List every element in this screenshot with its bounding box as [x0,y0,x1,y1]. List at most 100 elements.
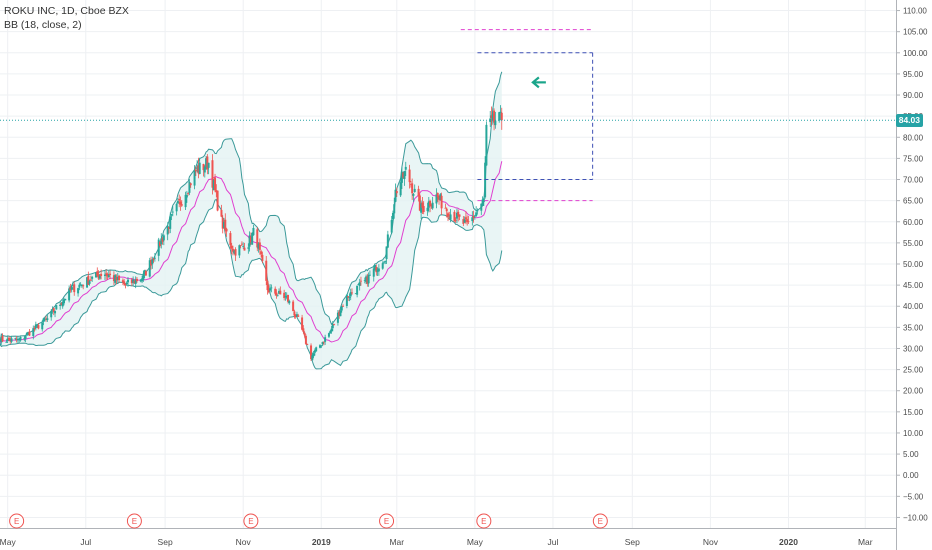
candle [449,208,452,223]
candle [339,308,342,317]
candle [109,270,112,280]
candle [499,105,502,120]
candle [366,273,369,287]
candle-body [133,280,136,284]
candle [306,343,309,345]
candle-body [313,350,316,353]
candle-body [205,158,208,169]
candle-body [116,277,119,280]
candle-body [454,219,457,221]
candle-body [409,184,412,186]
candle [169,212,172,234]
candle-body [34,324,37,329]
candle [292,299,295,312]
candle [239,245,242,249]
candle [106,272,109,280]
earnings-marker[interactable]: E [126,513,142,529]
candle [64,298,67,301]
candle [37,322,40,330]
candle [294,314,297,319]
candle [9,336,12,345]
candle [421,196,424,215]
candle [372,265,375,282]
candle [157,237,160,262]
candle [327,332,330,339]
candle-body [339,310,342,317]
candle [422,201,425,215]
candle-body [466,219,469,223]
candle [475,206,478,217]
candle-body [231,248,234,252]
candle [46,314,49,322]
candle-body [14,338,17,340]
candle [473,214,476,220]
candle [243,242,246,251]
candle [207,162,210,175]
candle-body [100,273,103,276]
candle [431,196,434,210]
candle-body [142,273,145,280]
candle-body [37,325,40,329]
candle [349,288,352,301]
candle [167,226,170,234]
legend-indicator[interactable]: BB (18, close, 2) [4,19,82,31]
candle-body [64,298,67,301]
candle [293,309,296,319]
candle [261,251,264,264]
candle-body [297,315,300,317]
candle-body [372,268,375,277]
candle [159,241,161,248]
candle-body [159,241,161,246]
candle-body [349,292,352,297]
candle-body [43,319,46,321]
candle-body [106,273,109,277]
legend-symbol[interactable]: ROKU INC, 1D, Cboe BZX [4,5,129,17]
candle-body [386,234,389,248]
candle-body [51,309,54,311]
candle [176,198,179,204]
candle [130,277,133,286]
candle [161,236,164,245]
candle [448,211,451,220]
candle-body [214,177,217,191]
candle-body [445,208,448,212]
candle [303,331,306,338]
candle [297,313,300,317]
candle-body [194,169,197,172]
candle [322,341,325,346]
candle [25,332,28,336]
candle-body [358,282,361,286]
candle [45,315,48,322]
earnings-circle [379,513,395,529]
candle-body [162,235,165,241]
candle [170,214,173,221]
candle-body [242,245,245,247]
candle-body [285,295,288,298]
candle-body [9,338,12,342]
candle [329,330,332,334]
candle [312,350,315,359]
candle [287,294,289,304]
candle-body [148,260,151,277]
candle-body [427,201,430,208]
y-tick-label: 70.00 [903,176,924,185]
candle [310,343,313,361]
candle [315,346,318,352]
candle [377,264,380,276]
candle-body [498,112,501,121]
earnings-marker[interactable]: E [476,513,492,529]
earnings-marker[interactable]: E [379,513,395,529]
x-tick-label: May [467,537,484,547]
earnings-marker[interactable]: E [243,513,259,529]
candle [321,341,324,346]
earnings-label: E [248,517,253,526]
candle [15,335,18,343]
earnings-marker[interactable]: E [592,513,608,529]
earnings-marker[interactable]: E [9,513,25,529]
candle-body [97,274,100,279]
candle [302,325,305,334]
candle [240,241,243,246]
candle [24,335,27,343]
